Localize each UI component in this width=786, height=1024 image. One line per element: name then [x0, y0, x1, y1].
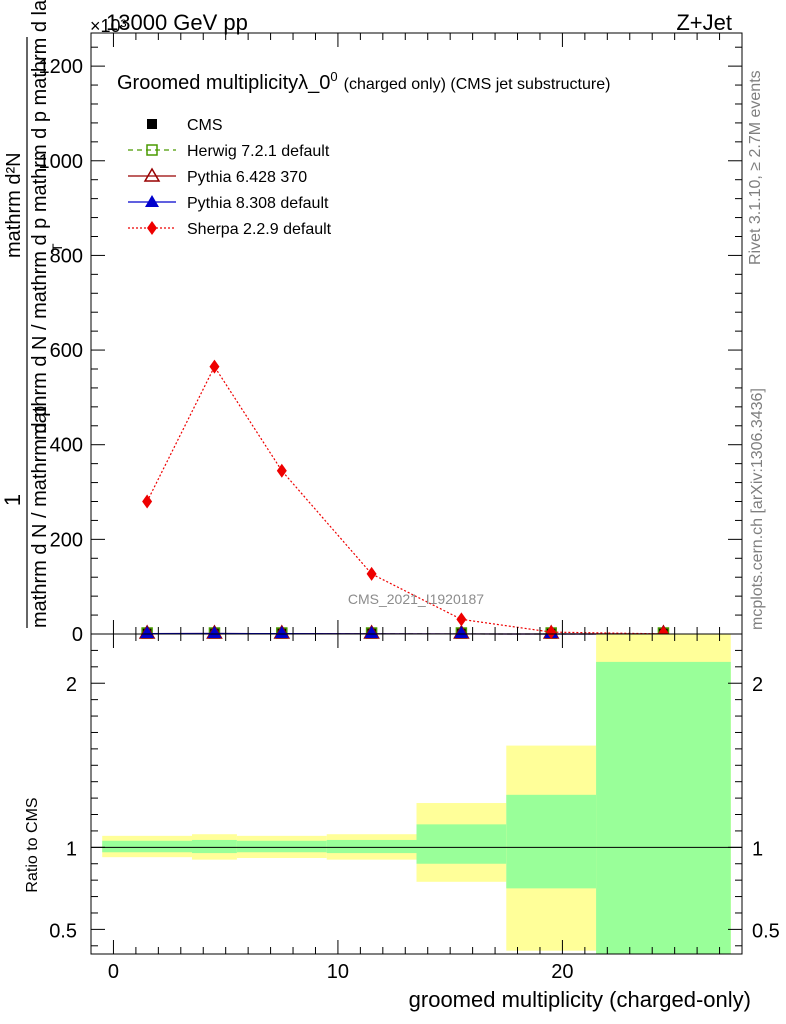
ratio-y-tick-label: 0.5 [49, 920, 77, 942]
title-suffix: (charged only) (CMS jet substructure) [344, 76, 611, 93]
ratio-bands [102, 634, 731, 954]
ratio-inner-band [416, 824, 507, 864]
svg-text:Groomed multiplicityλ_00(charg: Groomed multiplicityλ_00 (charged only) (… [117, 69, 610, 94]
y-label-numerator: 1 [0, 494, 25, 506]
y-label-upper-1: mathrm d²N [3, 152, 25, 258]
series-3-point [207, 626, 222, 638]
series-3-point [140, 626, 155, 638]
series-3-point [274, 626, 289, 638]
mcplots-label: mcplots.cern.ch [arXiv:1306.3436] [749, 388, 766, 630]
main-y-tick-label: 0 [72, 624, 83, 646]
legend-entry-label: Pythia 6.428 370 [187, 169, 307, 186]
y-label-upper-2: mathrm d N / mathrm d p mathrm d p mathr… [29, 0, 51, 440]
series-4-point [276, 463, 287, 478]
title-main: Groomed multiplicityλ_0 [117, 72, 330, 94]
y-axis-label: 1 mathrm d N / mathrm d p mathrm d²N mat… [0, 0, 65, 628]
legend-entry-label: Pythia 8.308 default [187, 195, 329, 212]
ratio-inner-band [192, 839, 237, 854]
legend: CMS Herwig 7.2.1 default Pythia 6.428 370 P… [128, 117, 332, 238]
legend-marker [147, 221, 157, 235]
x-tick-label: 20 [551, 961, 573, 983]
legend-marker [143, 167, 161, 182]
ratio-inner-band [596, 661, 731, 954]
main-y-tick-label: 200 [50, 529, 83, 551]
main-y-tick-label: 400 [50, 435, 83, 457]
main-y-tick-label: 1000 [39, 151, 84, 173]
main-y-tick-label: 600 [50, 340, 83, 362]
x-tick-label: 0 [108, 961, 119, 983]
series-4-point [366, 566, 377, 581]
series-3-point [364, 626, 379, 638]
ratio-panel: 0.5 0.51 12 20 10 20 Ratio to CMS groomed mul… [24, 633, 780, 1012]
ratio-y-tick-label: 2 [66, 674, 77, 696]
ratio-y-label: Ratio to CMS [24, 797, 41, 892]
series-4-point [142, 494, 153, 509]
ratio-y-tick-label-right: 0.5 [752, 920, 780, 942]
ratio-y-tick-label-right: 1 [752, 838, 763, 860]
legend-marker [147, 119, 157, 129]
chart-title: Groomed multiplicityλ_00 (charged only) (… [117, 69, 610, 94]
series-3-point [454, 626, 469, 638]
rivet-version-label: Rivet 3.1.10, ≥ 2.7M events [747, 70, 764, 265]
x-axis-label: groomed multiplicity (charged-only) [409, 987, 751, 1012]
ratio-inner-band [236, 840, 327, 853]
legend-marker [145, 195, 159, 207]
ratio-frame [90, 633, 743, 955]
ratio-inner-band [326, 839, 417, 854]
x-tick-label: 10 [327, 961, 349, 983]
watermark: CMS_2021_I1920187 [348, 591, 484, 607]
legend-entry-label: CMS [187, 117, 223, 134]
title-superscript: 0 [330, 69, 337, 84]
ratio-y-tick-label: 1 [66, 838, 77, 860]
ratio-inner-band [506, 794, 597, 889]
main-y-tick-label: 1200 [39, 56, 84, 78]
header-process: Z+Jet [676, 10, 732, 35]
legend-marker [146, 144, 158, 156]
series-4-point [546, 625, 557, 640]
legend-entry-label: Herwig 7.2.1 default [187, 143, 330, 160]
ratio-y-tick-label-right: 2 [752, 674, 763, 696]
header-energy: 13000 GeV pp [106, 10, 248, 35]
ratio-inner-band [102, 840, 193, 853]
series-4-point [209, 359, 220, 374]
legend-entry-label: Sherpa 2.2.9 default [187, 221, 332, 238]
series-4-point [456, 612, 467, 627]
main-ticks: 0 200 400 600 800 1000 1200 [39, 33, 743, 646]
ratio-ticks: 0.5 0.51 12 20 10 20 [49, 634, 780, 983]
y-label-denominator: mathrm d N / mathrm d p [29, 406, 51, 628]
y-label-subscript: T [49, 243, 65, 252]
y-exponent: ×10³ [90, 16, 127, 36]
main-y-tick-label: 800 [50, 245, 83, 267]
